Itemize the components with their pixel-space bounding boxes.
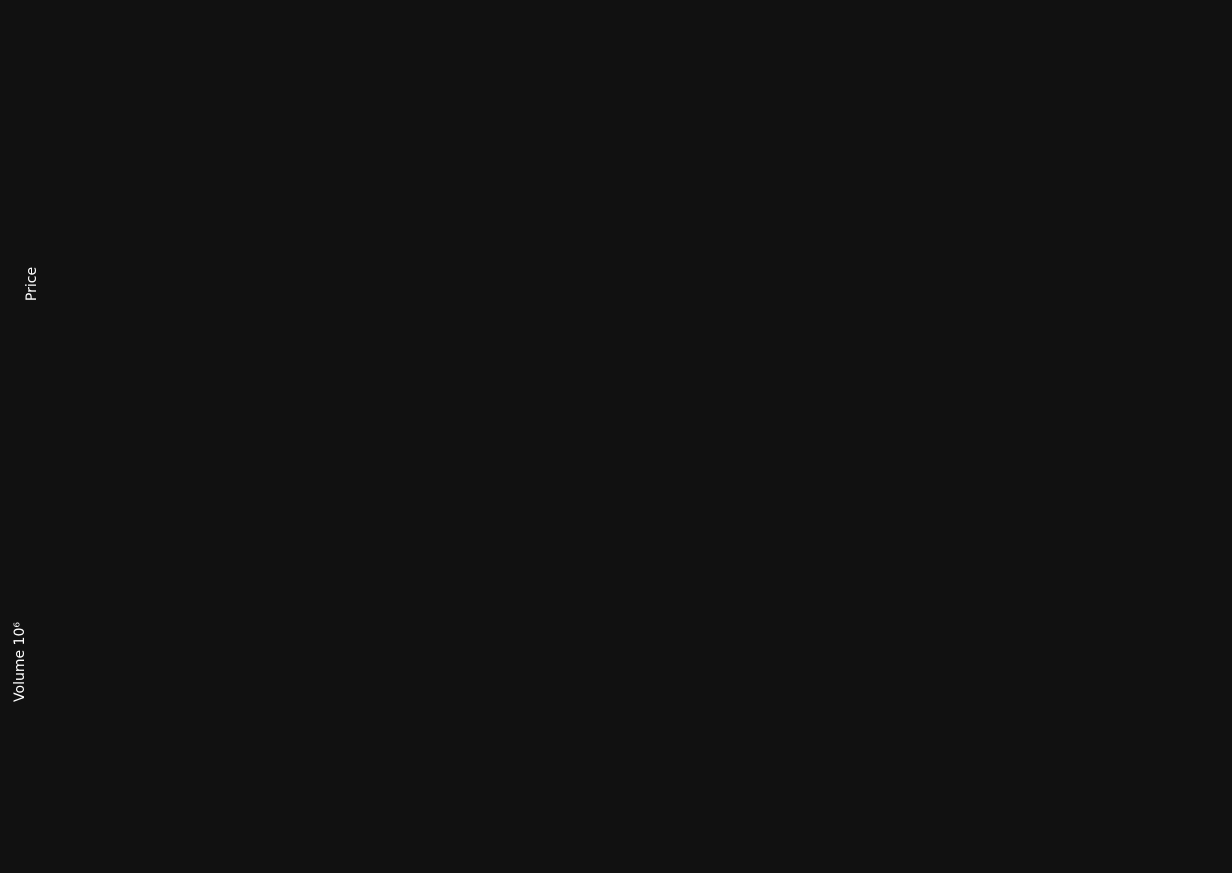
volume-axis-label: Volume 10⁶	[12, 622, 28, 702]
y-axis-label: Price	[24, 267, 40, 301]
